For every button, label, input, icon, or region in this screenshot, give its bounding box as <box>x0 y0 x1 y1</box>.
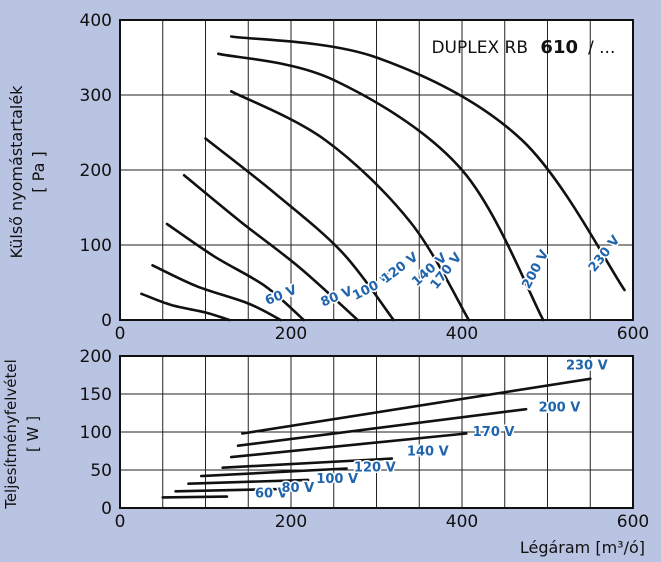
pressure-y-tick-label: 0 <box>101 311 112 331</box>
power-curve-120v <box>199 467 348 478</box>
pressure-curve-60v <box>140 292 231 322</box>
power-y-tick-label: 50 <box>90 461 112 481</box>
pressure-y-tick-label: 400 <box>80 11 112 31</box>
power-curve-60v <box>161 495 229 499</box>
power-y-tick-label: 150 <box>80 385 112 405</box>
chart-title: DUPLEX RB <box>431 38 528 58</box>
pressure-curve-100v <box>165 222 306 322</box>
chart-title-model: 610 <box>540 37 578 58</box>
power-frame <box>119 355 634 509</box>
power-ticks: 0 200 400 600 0 50 100 150 200 <box>80 347 650 532</box>
power-y-tick-label: 200 <box>80 347 112 367</box>
power-curve-100v <box>187 478 310 485</box>
power-x-tick-label: 400 <box>446 512 478 532</box>
power-curve-80v <box>174 487 284 493</box>
power-y-tick-label: 100 <box>80 423 112 443</box>
power-x-tick-label: 0 <box>115 512 126 532</box>
pressure-curve-140v <box>204 137 395 322</box>
pressure-curve-80v <box>151 264 282 322</box>
power-curve-label: 60 V <box>255 486 288 501</box>
pressure-x-tick-label: 0 <box>115 324 126 344</box>
power-curve-label: 120 V <box>354 461 396 476</box>
power-curve-230v <box>241 377 592 435</box>
pressure-curve-230v <box>229 35 626 292</box>
power-curve-140v <box>221 457 394 469</box>
power-curve-170v <box>229 432 468 459</box>
pressure-y-axis-label: Külső nyomástartalék <box>7 85 26 259</box>
power-y-axis-label: Teljesítményfelvétel <box>2 359 20 510</box>
power-curve-label: 230 V <box>566 359 608 374</box>
pressure-x-tick-label: 200 <box>275 324 307 344</box>
pressure-curve-170v <box>229 90 471 322</box>
power-x-tick-label: 200 <box>275 512 307 532</box>
power-curve-label: 200 V <box>539 400 581 415</box>
pressure-y-tick-label: 200 <box>80 161 112 181</box>
chart-title-suffix: / ... <box>588 38 615 58</box>
power-x-tick-label: 600 <box>617 512 649 532</box>
pressure-y-axis-unit: [ Pa ] <box>29 151 48 192</box>
power-curves <box>161 377 592 499</box>
pressure-curve-200v <box>217 52 545 322</box>
pressure-y-tick-label: 100 <box>80 236 112 256</box>
power-y-tick-label: 0 <box>101 499 112 519</box>
pressure-y-tick-label: 300 <box>80 86 112 106</box>
x-axis-label: Légáram [m³/ó] <box>520 538 645 557</box>
power-curve-label: 140 V <box>407 445 449 460</box>
power-curve-label: 170 V <box>473 425 515 440</box>
pressure-ticks: 0 200 400 600 0 100 200 300 400 <box>80 11 650 344</box>
pressure-x-tick-label: 600 <box>617 324 649 344</box>
power-curve-label: 100 V <box>316 472 358 487</box>
pressure-curves <box>140 35 626 322</box>
pressure-frame <box>119 19 634 321</box>
power-y-axis-unit: [ W ] <box>24 416 42 452</box>
power-curve-label: 80 V <box>281 481 314 496</box>
pressure-x-tick-label: 400 <box>446 324 478 344</box>
power-curve-200v <box>236 407 528 447</box>
pressure-curve-120v <box>182 174 359 322</box>
